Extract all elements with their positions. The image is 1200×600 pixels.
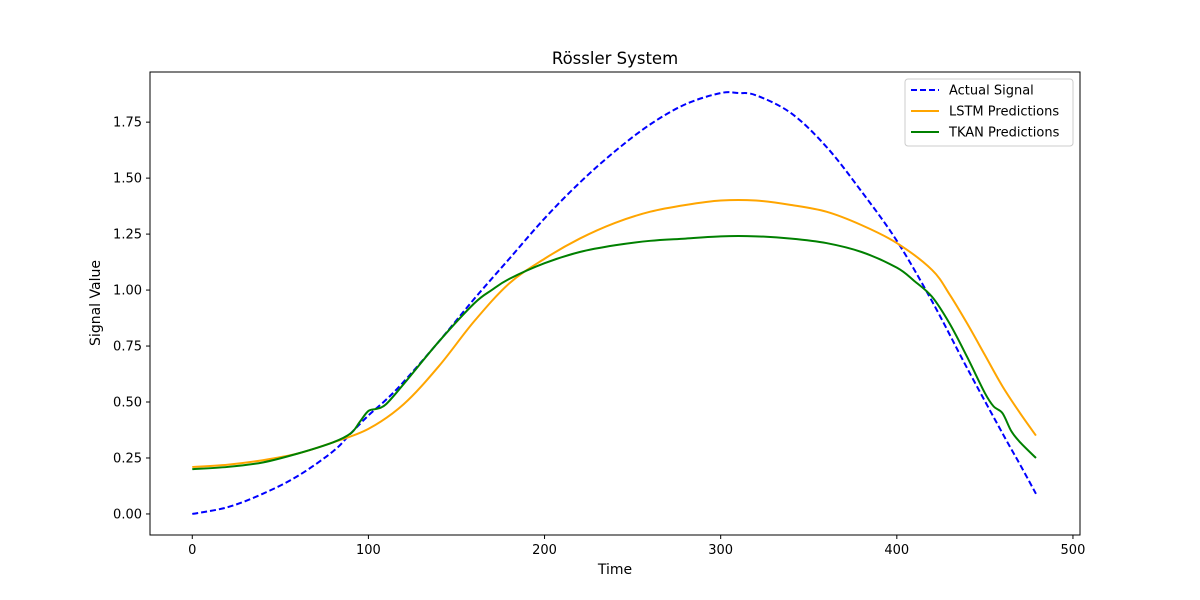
y-tick-label: 0.75 (113, 340, 142, 355)
y-tick-label: 0.25 (113, 451, 142, 466)
y-tick-label: 1.00 (113, 284, 142, 299)
x-tick-label: 100 (356, 543, 381, 558)
x-tick-label: 400 (884, 543, 909, 558)
x-tick-label: 200 (532, 543, 557, 558)
legend-label: TKAN Predictions (948, 126, 1060, 141)
x-tick-label: 500 (1061, 543, 1086, 558)
x-tick-label: 300 (708, 543, 733, 558)
legend-label: LSTM Predictions (949, 105, 1059, 120)
y-tick-label: 1.50 (113, 172, 142, 187)
series-line-1 (192, 198, 1037, 468)
series-layer (192, 91, 1037, 515)
x-tick-label: 0 (188, 543, 196, 558)
x-axis: 0 100 200 300 400 500 (188, 535, 1085, 558)
legend-label: Actual Signal (949, 84, 1034, 99)
y-tick-label: 1.25 (113, 228, 142, 243)
series-line-2 (192, 235, 1037, 471)
legend: Actual Signal LSTM Predictions TKAN Predic… (904, 78, 1074, 147)
y-axis: 0.00 0.25 0.50 0.75 1.00 1.25 1.50 1.75 (113, 116, 150, 522)
y-tick-label: 1.75 (113, 116, 142, 131)
legend-box (904, 78, 1074, 147)
y-axis-label: Signal Value (88, 260, 104, 346)
y-tick-label: 0.00 (113, 507, 142, 522)
axes-frame (149, 71, 1081, 536)
x-axis-label: Time (597, 562, 632, 578)
y-tick-label: 0.50 (113, 396, 142, 411)
chart-title: Rössler System (552, 49, 678, 68)
